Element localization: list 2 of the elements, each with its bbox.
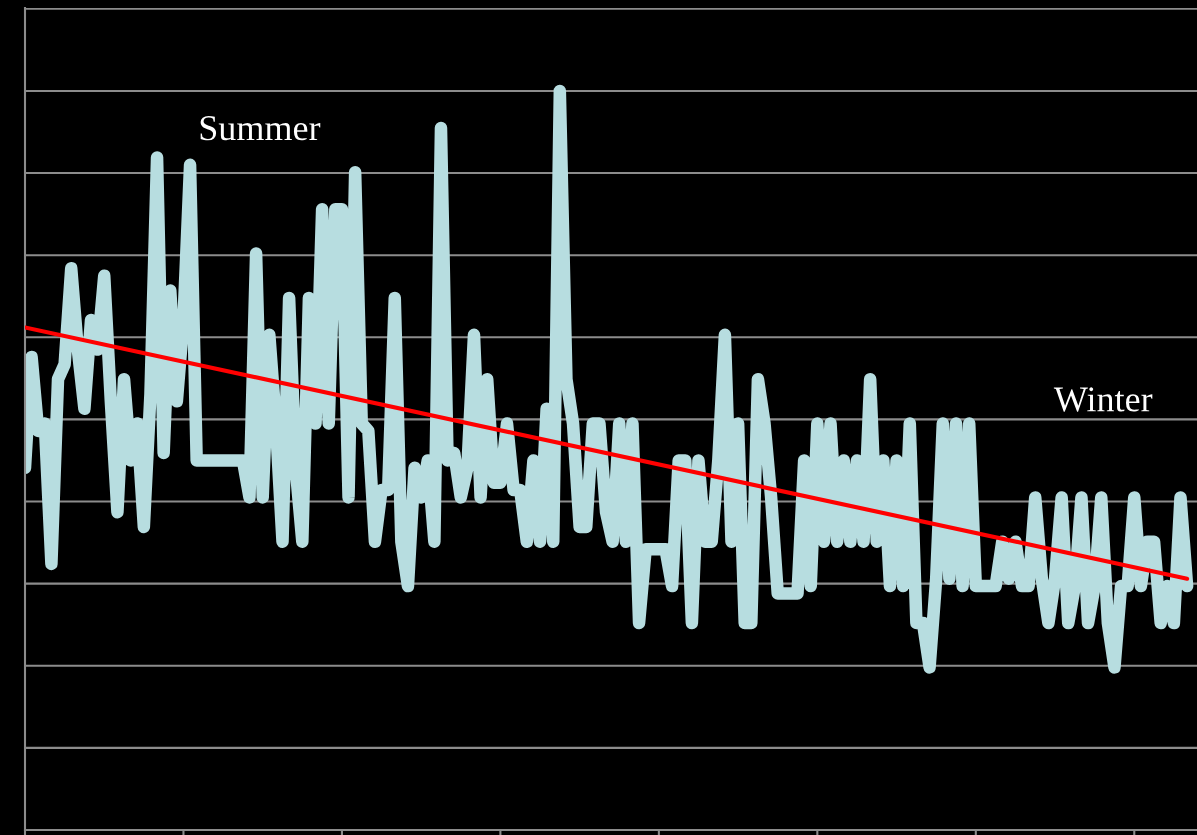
annotation: Summer (200, 116, 321, 141)
annotation: Winter (1053, 387, 1153, 412)
